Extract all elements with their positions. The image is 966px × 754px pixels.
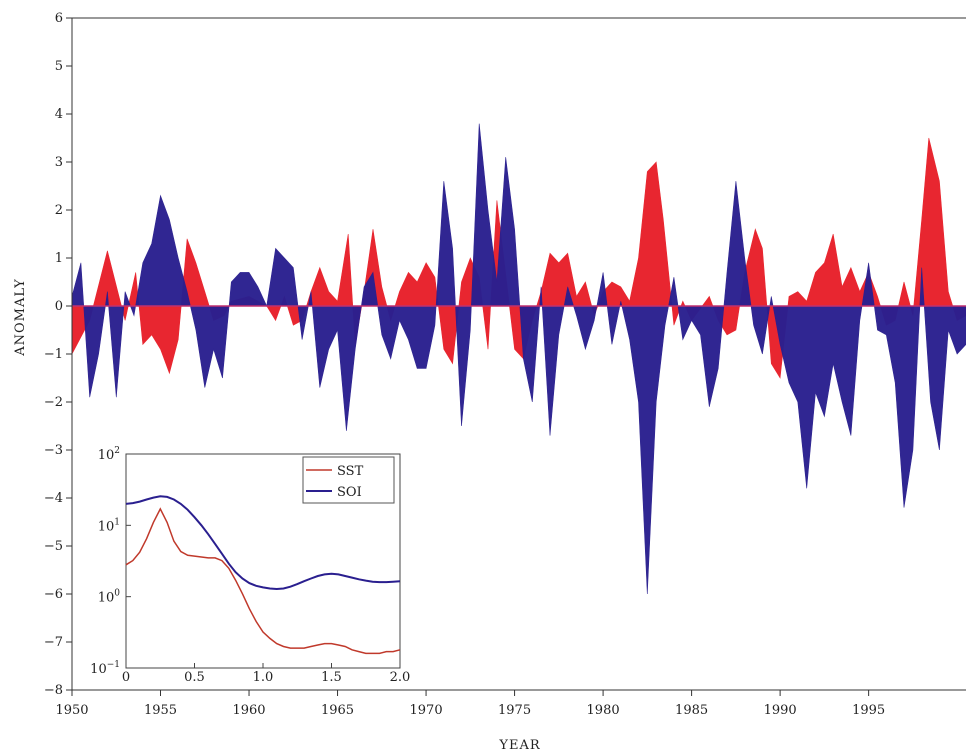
y-tick-label: −7 — [44, 635, 63, 650]
inset-legend: SST SOI — [302, 456, 395, 504]
y-tick-label: 4 — [55, 107, 63, 122]
y-axis-ticks: 6 5 4 3 2 1 0 −1 −2 −3 −4 −5 −6 −7 −8 — [44, 11, 72, 698]
y-tick-label: −8 — [44, 683, 63, 698]
inset-line-soi — [125, 495, 401, 591]
x-tick-label: 1960 — [232, 703, 265, 718]
inset-line-sst — [125, 507, 401, 655]
inset-spectrum-chart: 102 101 100 10−1 0 0.5 1.0 1.5 2.0 SST SOI — [90, 446, 410, 685]
inset-x-tick-label: 0 — [122, 670, 130, 685]
inset-x-ticks: 0 0.5 1.0 1.5 2.0 — [122, 663, 410, 685]
x-tick-label: 1950 — [55, 703, 88, 718]
x-axis-ticks: 1950 1955 1960 1965 1970 1975 1980 1985 1990 1995 — [55, 690, 885, 718]
inset-y-tick-label: 101 — [98, 517, 120, 534]
inset-x-tick-label: 0.5 — [184, 670, 205, 685]
x-tick-label: 1985 — [675, 703, 708, 718]
x-tick-label: 1970 — [410, 703, 443, 718]
x-tick-label: 1980 — [587, 703, 620, 718]
inset-y-tick-label: 10−1 — [90, 660, 120, 677]
x-tick-label: 1995 — [852, 703, 885, 718]
anomaly-area-series-1 — [71, 123, 966, 595]
y-tick-label: −2 — [44, 395, 63, 410]
y-axis-title: ANOMALY — [13, 278, 28, 357]
y-tick-label: −5 — [44, 539, 63, 554]
y-tick-label: 5 — [55, 59, 63, 74]
x-tick-label: 1955 — [144, 703, 177, 718]
inset-x-tick-label: 1.5 — [321, 670, 342, 685]
y-tick-label: 3 — [55, 155, 63, 170]
inset-x-tick-label: 2.0 — [390, 670, 411, 685]
y-tick-label: 2 — [55, 203, 63, 218]
y-tick-label: −6 — [44, 587, 63, 602]
inset-series-lines — [125, 495, 401, 655]
y-tick-label: 0 — [55, 299, 63, 314]
x-axis-title: YEAR — [498, 738, 540, 753]
y-tick-label: −3 — [44, 443, 63, 458]
x-tick-label: 1990 — [764, 703, 797, 718]
legend-box — [302, 456, 395, 504]
main-plot-areas — [71, 123, 966, 595]
legend-label-sst: SST — [337, 464, 364, 479]
y-tick-label: −1 — [44, 347, 63, 362]
y-tick-label: 6 — [55, 11, 63, 26]
inset-y-ticks: 102 101 100 10−1 — [90, 446, 131, 677]
inset-y-tick-label: 102 — [98, 446, 120, 463]
y-tick-label: −4 — [44, 491, 63, 506]
legend-label-soi: SOI — [337, 485, 362, 500]
x-tick-label: 1975 — [498, 703, 531, 718]
inset-y-tick-label: 100 — [98, 589, 121, 606]
inset-x-tick-label: 1.0 — [253, 670, 274, 685]
y-tick-label: 1 — [55, 251, 63, 266]
x-tick-label: 1965 — [321, 703, 354, 718]
